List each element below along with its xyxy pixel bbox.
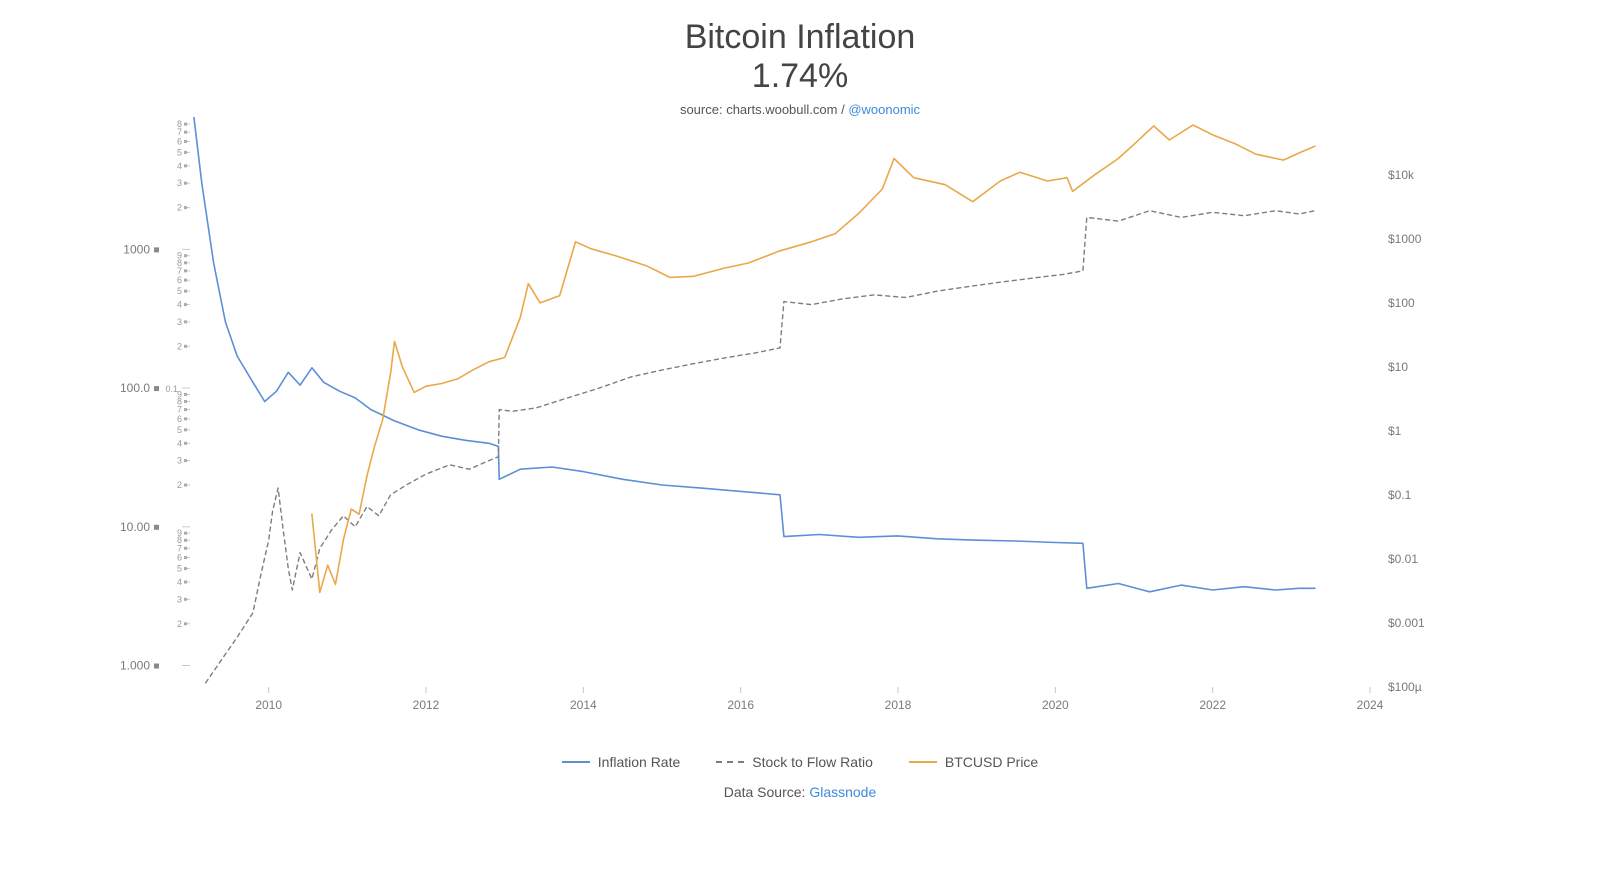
svg-text:2: 2 (177, 480, 182, 490)
series-inflation (194, 117, 1315, 592)
title-block: Bitcoin Inflation 1.74% source: charts.w… (0, 0, 1600, 117)
svg-text:4: 4 (177, 577, 182, 587)
source-handle-link[interactable]: @woonomic (848, 102, 920, 117)
legend: Inflation Rate Stock to Flow Ratio BTCUSD … (0, 750, 1600, 770)
svg-text:5: 5 (177, 425, 182, 435)
svg-text:6: 6 (177, 137, 182, 147)
svg-text:6: 6 (177, 275, 182, 285)
svg-text:$1: $1 (1388, 424, 1402, 438)
svg-text:2014: 2014 (570, 698, 597, 712)
svg-text:5: 5 (177, 286, 182, 296)
svg-text:2022: 2022 (1199, 698, 1226, 712)
legend-label-inflation: Inflation Rate (598, 754, 681, 770)
svg-text:2012: 2012 (413, 698, 440, 712)
source-sep: / (837, 102, 848, 117)
svg-text:2: 2 (177, 342, 182, 352)
legend-swatch-price (909, 761, 937, 763)
svg-text:2: 2 (177, 203, 182, 213)
svg-text:0.1: 0.1 (165, 384, 178, 394)
legend-label-s2f: Stock to Flow Ratio (752, 754, 873, 770)
svg-text:2018: 2018 (885, 698, 912, 712)
series-s2f (206, 211, 1315, 683)
svg-text:$100µ: $100µ (1388, 680, 1422, 694)
svg-text:3: 3 (177, 595, 182, 605)
svg-text:4: 4 (177, 438, 182, 448)
svg-text:2: 2 (177, 619, 182, 629)
svg-text:1000: 1000 (123, 243, 150, 257)
svg-text:4: 4 (177, 300, 182, 310)
source-site: charts.woobull.com (726, 102, 837, 117)
svg-text:2020: 2020 (1042, 698, 1069, 712)
chart-title: Bitcoin Inflation (0, 18, 1600, 57)
svg-text:3: 3 (177, 317, 182, 327)
legend-swatch-inflation (562, 761, 590, 763)
source-prefix: source: (680, 102, 726, 117)
legend-item-inflation[interactable]: Inflation Rate (562, 754, 681, 770)
svg-text:$10k: $10k (1388, 168, 1415, 182)
svg-text:8: 8 (177, 119, 182, 129)
svg-text:5: 5 (177, 148, 182, 158)
svg-text:$100: $100 (1388, 296, 1415, 310)
series-price (312, 125, 1315, 592)
svg-text:2010: 2010 (255, 698, 282, 712)
svg-text:4: 4 (177, 161, 182, 171)
source-line: source: charts.woobull.com / @woonomic (0, 102, 1600, 117)
svg-text:6: 6 (177, 553, 182, 563)
svg-text:2024: 2024 (1357, 698, 1384, 712)
svg-text:10.00: 10.00 (120, 520, 150, 534)
legend-item-s2f[interactable]: Stock to Flow Ratio (716, 754, 873, 770)
svg-text:6: 6 (177, 414, 182, 424)
svg-text:$1000: $1000 (1388, 232, 1422, 246)
footer-prefix: Data Source: (724, 784, 810, 800)
svg-text:1.000: 1.000 (120, 659, 150, 673)
svg-text:9: 9 (177, 528, 182, 538)
svg-text:2016: 2016 (727, 698, 754, 712)
svg-text:$0.01: $0.01 (1388, 552, 1418, 566)
svg-text:3: 3 (177, 178, 182, 188)
chart-container: 2010 2012 2014 2016 2018 2020 2022 2024 1.000 10.… (0, 117, 1600, 742)
svg-text:5: 5 (177, 564, 182, 574)
chart-value: 1.74% (0, 57, 1600, 96)
svg-text:100.0: 100.0 (120, 381, 150, 395)
legend-item-price[interactable]: BTCUSD Price (909, 754, 1038, 770)
footer-link[interactable]: Glassnode (809, 784, 876, 800)
legend-label-price: BTCUSD Price (945, 754, 1038, 770)
svg-text:$0.001: $0.001 (1388, 616, 1425, 630)
svg-text:$10: $10 (1388, 360, 1408, 374)
legend-swatch-s2f (716, 761, 744, 763)
svg-text:$0.1: $0.1 (1388, 488, 1412, 502)
chart-svg: 2010 2012 2014 2016 2018 2020 2022 2024 1.000 10.… (0, 117, 1600, 737)
svg-text:3: 3 (177, 456, 182, 466)
footer: Data Source: Glassnode (0, 784, 1600, 800)
svg-text:9: 9 (177, 251, 182, 261)
